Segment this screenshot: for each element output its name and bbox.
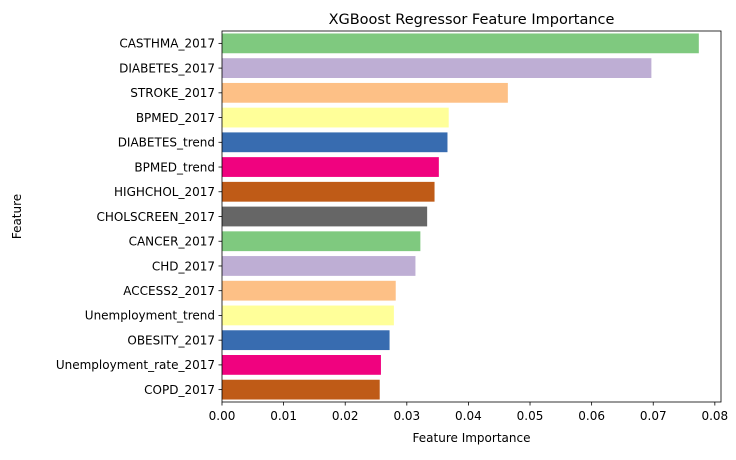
y-tick-label: Unemployment_rate_2017 — [56, 358, 215, 372]
y-tick-label: ACCESS2_2017 — [123, 284, 215, 298]
bar-diabetes-trend — [222, 132, 448, 153]
bar-bpmed-trend — [222, 157, 439, 177]
bars-layer — [222, 33, 699, 400]
bar-highchol-2017 — [222, 181, 435, 202]
bar-diabetes-2017 — [222, 58, 652, 78]
x-tick-label: 0.02 — [332, 409, 359, 423]
chart-title: XGBoost Regressor Feature Importance — [329, 12, 615, 28]
y-tick-label: CASTHMA_2017 — [119, 37, 215, 51]
y-tick-label: DIABETES_trend — [118, 136, 215, 150]
y-axis: CASTHMA_2017 DIABETES_2017 STROKE_2017 BPME… — [56, 37, 222, 397]
x-tick-label: 0.03 — [393, 409, 420, 423]
x-tick-label: 0.07 — [640, 409, 667, 423]
bar-obesity-2017 — [222, 330, 390, 351]
x-tick-label: 0.05 — [517, 409, 544, 423]
bar-cholscreen-2017 — [222, 206, 428, 227]
y-tick-label: CHD_2017 — [152, 259, 215, 273]
x-axis-label: Feature Importance — [413, 431, 531, 445]
x-tick-label: 0.06 — [578, 409, 605, 423]
bar-unemployment-trend — [222, 305, 394, 326]
bar-copd-2017 — [222, 379, 380, 400]
y-tick-label: BPMED_trend — [134, 160, 215, 174]
bar-chd-2017 — [222, 256, 416, 276]
bar-unemployment-rate-2017 — [222, 355, 381, 375]
bar-bpmed-2017 — [222, 107, 449, 128]
y-axis-label: Feature — [10, 194, 24, 239]
y-tick-label: HIGHCHOL_2017 — [114, 185, 215, 199]
x-tick-label: 0.08 — [701, 409, 728, 423]
x-tick-label: 0.00 — [209, 409, 236, 423]
x-axis: 0.00 0.01 0.02 0.03 0.04 0.05 0.06 0.07 0.08 — [209, 402, 728, 423]
y-tick-label: Unemployment_trend — [85, 309, 215, 323]
y-tick-label: DIABETES_2017 — [119, 61, 215, 75]
y-tick-label: COPD_2017 — [144, 383, 215, 397]
y-tick-label: CANCER_2017 — [129, 235, 215, 249]
bar-casthma-2017 — [222, 33, 699, 54]
y-tick-label: BPMED_2017 — [136, 111, 215, 125]
bar-access2-2017 — [222, 280, 396, 301]
y-tick-label: CHOLSCREEN_2017 — [96, 210, 215, 224]
bar-stroke-2017 — [222, 82, 508, 103]
x-tick-label: 0.04 — [455, 409, 482, 423]
y-tick-label: OBESITY_2017 — [127, 333, 215, 347]
x-tick-label: 0.01 — [270, 409, 297, 423]
bar-cancer-2017 — [222, 231, 421, 252]
y-tick-label: STROKE_2017 — [130, 86, 215, 100]
